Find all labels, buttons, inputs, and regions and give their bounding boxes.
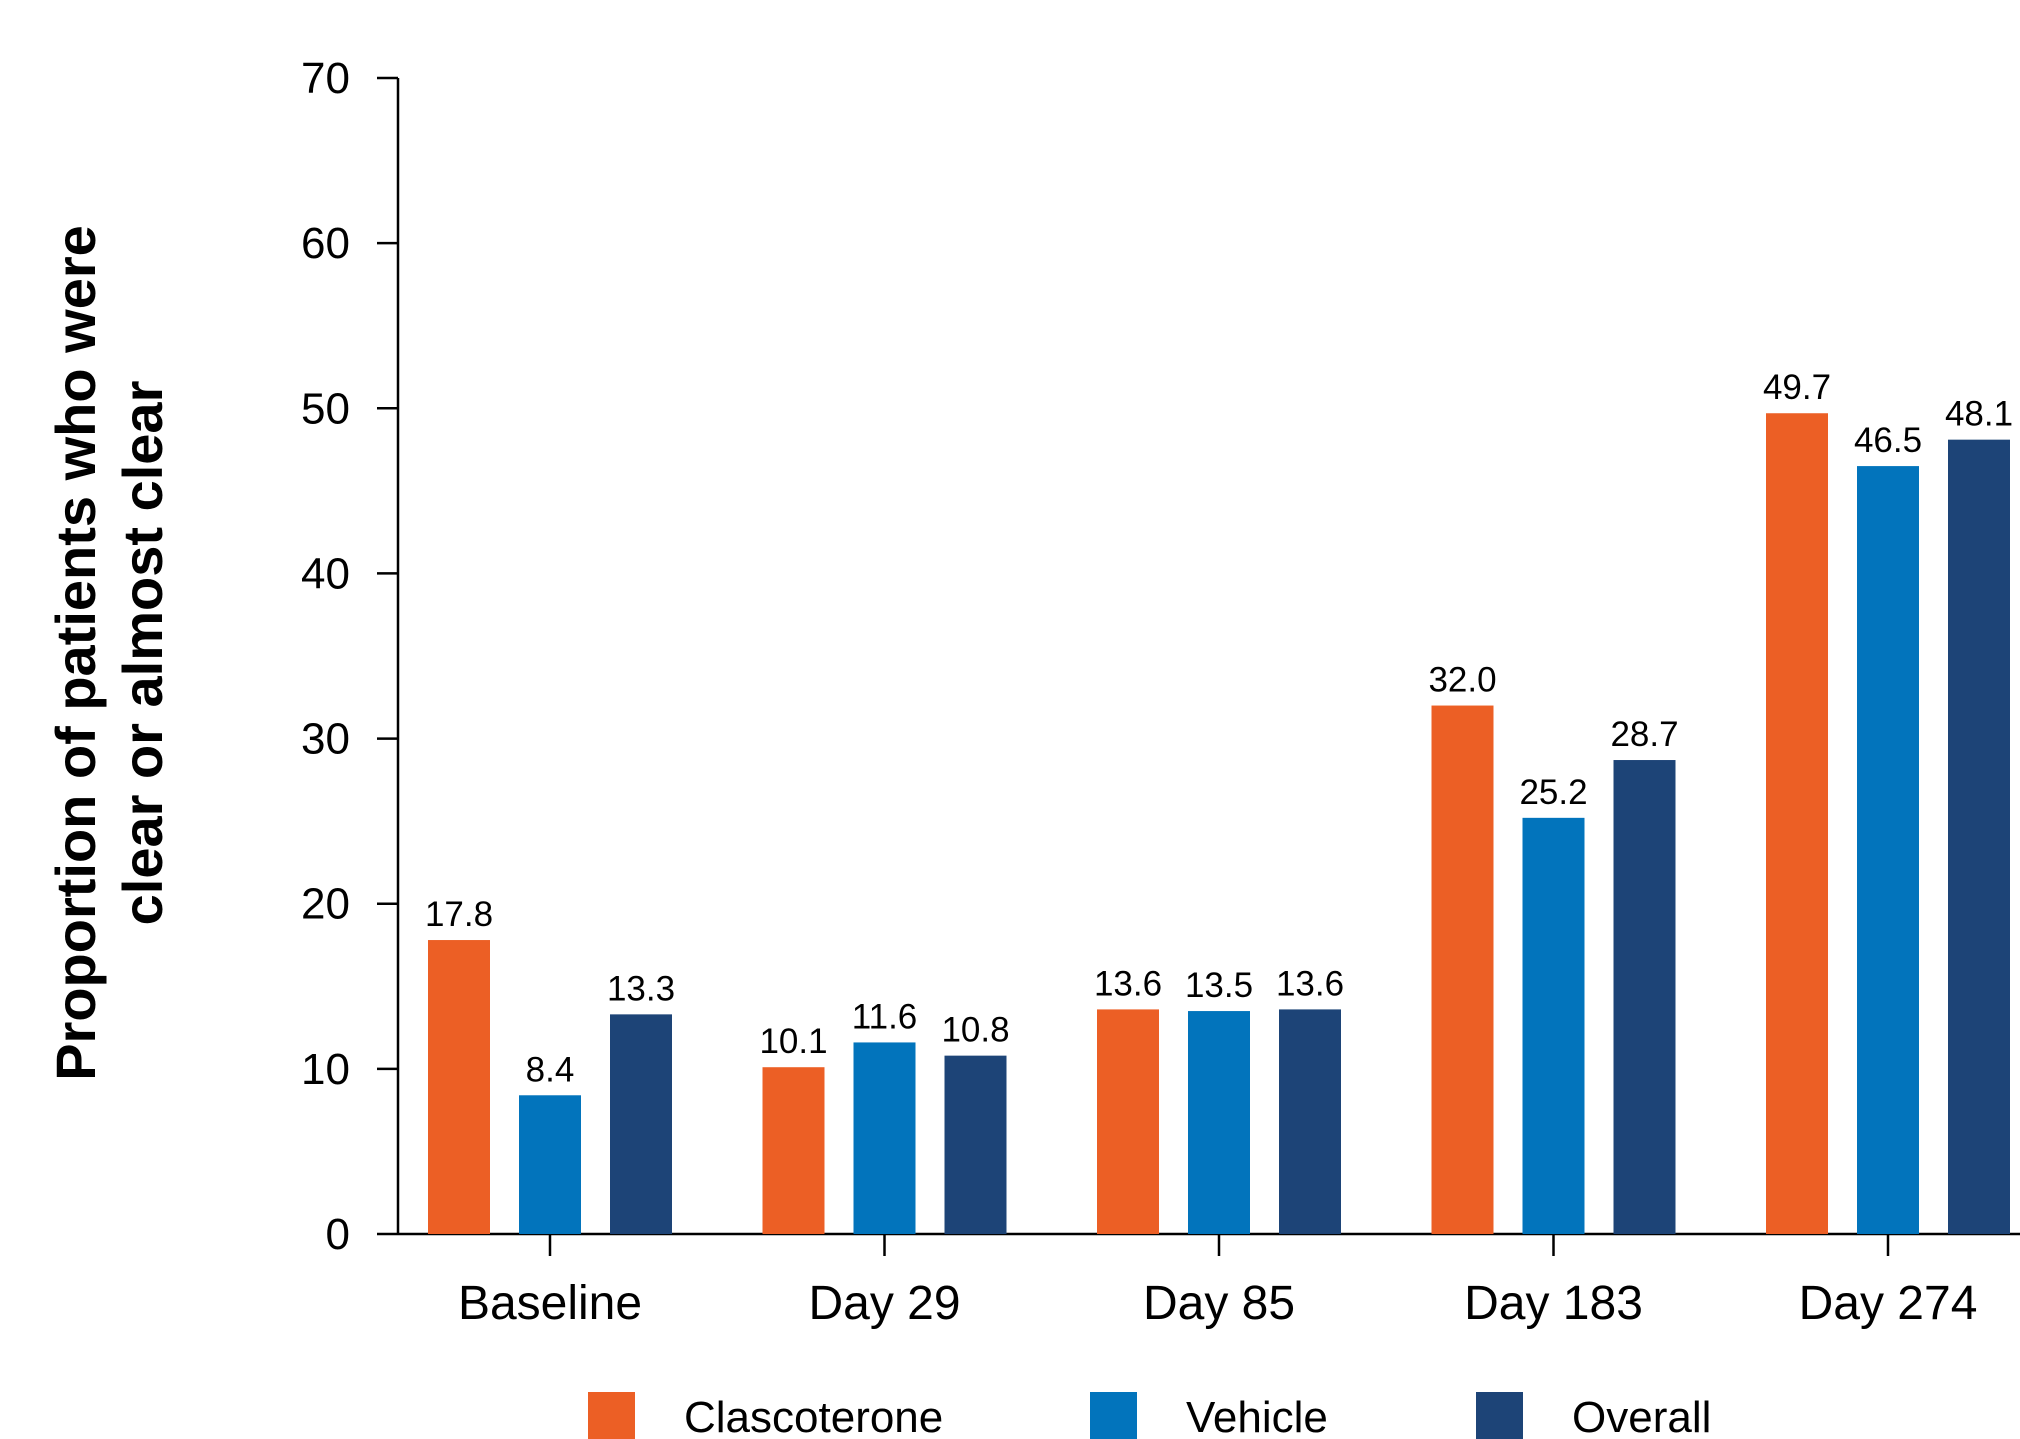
legend-item: Clascoterone bbox=[588, 1392, 943, 1439]
x-tick-label: Day 183 bbox=[1464, 1277, 1643, 1330]
bar bbox=[428, 940, 490, 1234]
data-label: 49.7 bbox=[1763, 368, 1831, 407]
bar bbox=[1522, 817, 1585, 1234]
legend-item: Overall bbox=[1476, 1392, 1711, 1439]
data-label: 48.1 bbox=[1945, 395, 2013, 434]
x-axis: Baseline Day 29 Day 85 Day 183 Day 274 bbox=[398, 1232, 2020, 1330]
bar bbox=[1613, 760, 1676, 1234]
bars bbox=[428, 413, 2010, 1235]
bar bbox=[610, 1014, 672, 1234]
legend-item: Vehicle bbox=[1090, 1392, 1328, 1439]
x-tick-label: Day 85 bbox=[1143, 1277, 1295, 1330]
data-label: 10.8 bbox=[941, 1011, 1009, 1050]
data-label: 13.6 bbox=[1094, 964, 1162, 1003]
y-axis-label-line-2: clear or almost clear bbox=[111, 381, 174, 926]
data-label: 32.0 bbox=[1428, 661, 1496, 700]
y-tick-label: 10 bbox=[301, 1045, 350, 1094]
data-label: 46.5 bbox=[1854, 421, 1922, 460]
data-label: 17.8 bbox=[425, 895, 493, 934]
y-tick-label: 30 bbox=[301, 715, 350, 764]
bar bbox=[519, 1095, 581, 1234]
bar bbox=[1948, 439, 2010, 1235]
data-label: 13.3 bbox=[607, 969, 675, 1008]
y-axis: 0 10 20 30 40 50 60 70 bbox=[301, 54, 400, 1259]
bar bbox=[1857, 466, 1919, 1235]
legend-label: Clascoterone bbox=[684, 1393, 943, 1439]
y-tick-label: 50 bbox=[301, 384, 350, 433]
bar bbox=[1188, 1011, 1250, 1234]
x-tick-label: Day 274 bbox=[1799, 1277, 1978, 1330]
y-tick-label: 0 bbox=[326, 1210, 350, 1259]
y-tick-label: 40 bbox=[301, 549, 350, 598]
data-label: 11.6 bbox=[852, 997, 918, 1036]
y-axis-label-line-1: Proportion of patients who were bbox=[44, 225, 107, 1081]
data-label: 13.6 bbox=[1276, 964, 1344, 1003]
bar bbox=[762, 1067, 825, 1234]
bar bbox=[853, 1042, 916, 1234]
x-tick-label: Baseline bbox=[458, 1277, 642, 1330]
bar bbox=[1431, 705, 1494, 1234]
legend-swatch bbox=[1476, 1392, 1523, 1439]
legend-swatch bbox=[1090, 1392, 1137, 1439]
legend: Clascoterone Vehicle Overall bbox=[588, 1392, 1711, 1439]
bar bbox=[944, 1055, 1007, 1234]
bar bbox=[1097, 1009, 1159, 1234]
data-label: 10.1 bbox=[759, 1022, 827, 1061]
data-label: 13.5 bbox=[1185, 966, 1253, 1005]
bar bbox=[1279, 1009, 1341, 1234]
legend-swatch bbox=[588, 1392, 635, 1439]
y-tick-label: 70 bbox=[301, 54, 350, 103]
legend-label: Overall bbox=[1572, 1393, 1711, 1439]
data-label: 28.7 bbox=[1610, 715, 1678, 754]
y-axis-label: Proportion of patients who were clear or… bbox=[44, 225, 174, 1081]
y-tick-label: 20 bbox=[301, 880, 350, 929]
bar bbox=[1766, 413, 1828, 1234]
legend-label: Vehicle bbox=[1186, 1393, 1328, 1439]
y-tick-label: 60 bbox=[301, 219, 350, 268]
x-tick-label: Day 29 bbox=[808, 1277, 960, 1330]
data-label: 25.2 bbox=[1519, 773, 1587, 812]
data-label: 8.4 bbox=[526, 1050, 575, 1089]
value-labels: 17.8 8.4 13.3 10.1 11.6 10.8 13.6 13.5 13.6 32.0 2… bbox=[425, 368, 2013, 1089]
